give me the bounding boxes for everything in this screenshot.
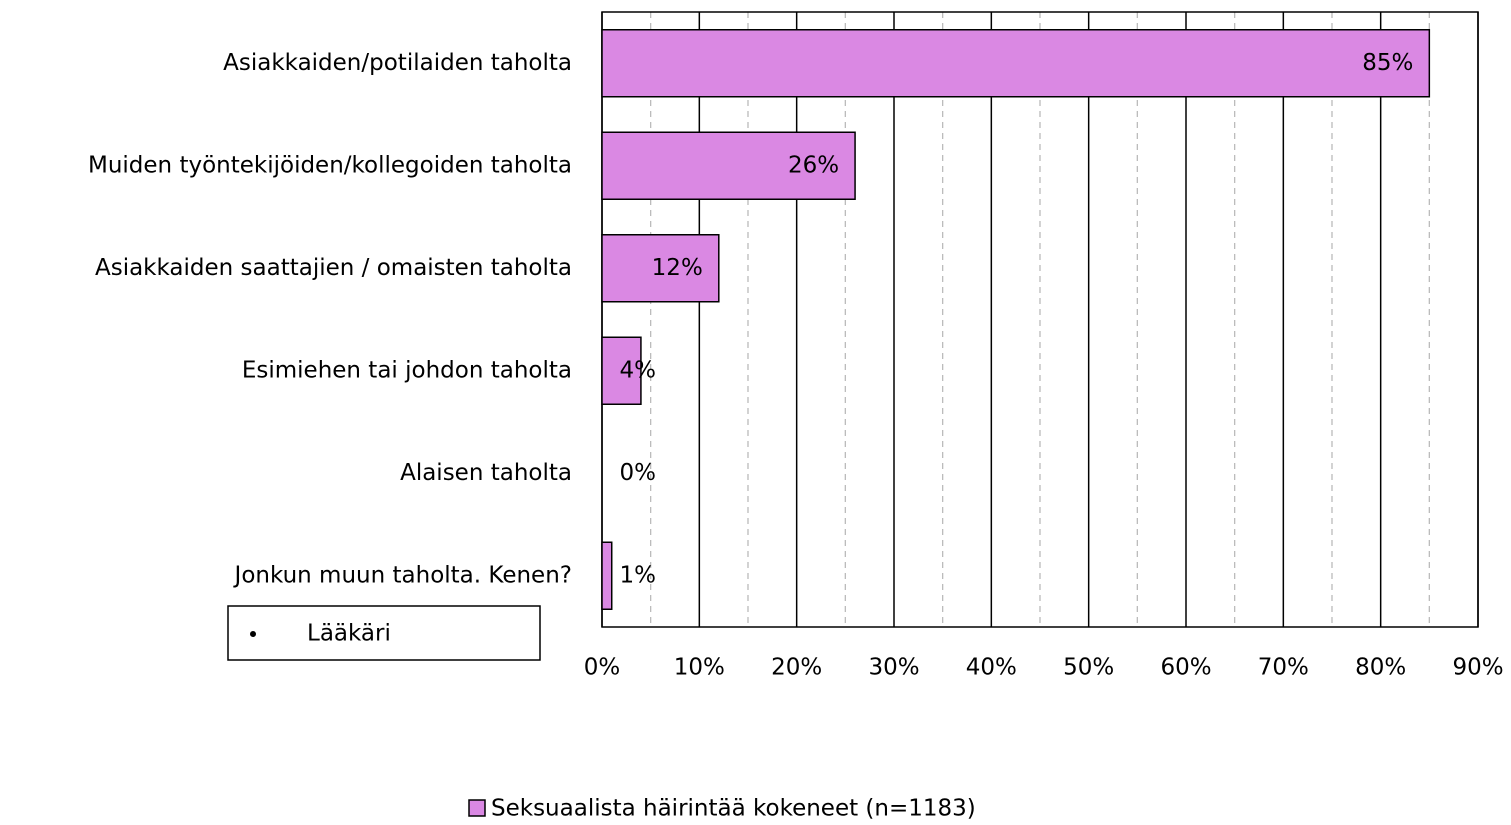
y-tick-label: Jonkun muun taholta. Kenen?	[233, 562, 572, 588]
y-tick-label: Asiakkaiden saattajien / omaisten taholt…	[95, 255, 572, 281]
bar	[601, 29, 1431, 98]
value-label: 4%	[620, 357, 657, 383]
bar	[601, 234, 720, 303]
value-label: 85%	[1362, 50, 1413, 76]
value-label: 1%	[620, 562, 657, 588]
x-tick-label: 10%	[674, 655, 725, 681]
x-tick-label: 50%	[1063, 655, 1114, 681]
plot-frame	[601, 11, 1479, 628]
bullet	[250, 631, 256, 637]
value-label: 26%	[788, 152, 839, 178]
x-tick-label: 60%	[1160, 655, 1211, 681]
x-tick-label: 30%	[868, 655, 919, 681]
y-tick-label: Asiakkaiden/potilaiden taholta	[223, 50, 572, 76]
bar	[601, 336, 642, 405]
value-label: 12%	[652, 255, 703, 281]
legend-swatch	[468, 799, 486, 817]
x-tick-label: 80%	[1355, 655, 1406, 681]
x-tick-label: 70%	[1258, 655, 1309, 681]
x-tick-label: 20%	[771, 655, 822, 681]
x-tick-label: 0%	[584, 655, 621, 681]
y-tick-label: Muiden työntekijöiden/kollegoiden taholt…	[88, 152, 572, 178]
y-tick-label: Alaisen taholta	[400, 460, 572, 486]
value-label: 0%	[620, 460, 657, 486]
x-tick-label: 90%	[1452, 655, 1503, 681]
annotation: Lääkäri	[307, 621, 391, 647]
annotation-box	[227, 605, 541, 661]
x-tick-label: 40%	[966, 655, 1017, 681]
y-tick-label: Esimiehen tai johdon taholta	[242, 357, 572, 383]
bar	[601, 131, 856, 200]
legend-label: Seksuaalista häirintää kokeneet (n=1183)	[491, 796, 976, 822]
bar	[601, 541, 613, 610]
